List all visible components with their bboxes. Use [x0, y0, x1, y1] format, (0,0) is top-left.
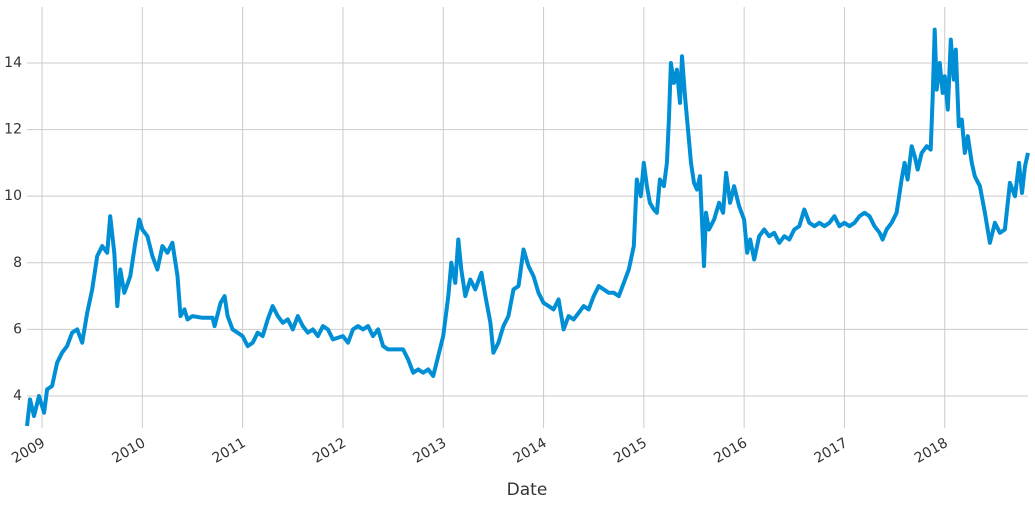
x-tick-label: 2013 [410, 435, 449, 467]
x-tick-label: 2009 [9, 435, 48, 467]
line [25, 27, 1030, 427]
x-tick-label: 2012 [310, 435, 349, 467]
y-tick-label: 8 [13, 255, 22, 271]
x-tick-label: 2017 [812, 435, 851, 467]
y-tick-label: 10 [4, 188, 22, 204]
y-tick-label: 12 [4, 122, 22, 138]
x-tick-label: 2016 [711, 435, 750, 467]
y-tick-label: 6 [13, 321, 22, 337]
y-tick-label: 14 [4, 55, 22, 71]
x-tick-label: 2014 [511, 435, 550, 467]
x-tick-label: 2011 [210, 435, 249, 467]
x-tick-label: 2018 [912, 435, 951, 467]
x-tick-label: 2015 [611, 435, 650, 467]
y-tick-label: 4 [13, 388, 22, 404]
x-tick-label: 2010 [109, 435, 148, 467]
x-axis-label: Date [507, 480, 548, 500]
